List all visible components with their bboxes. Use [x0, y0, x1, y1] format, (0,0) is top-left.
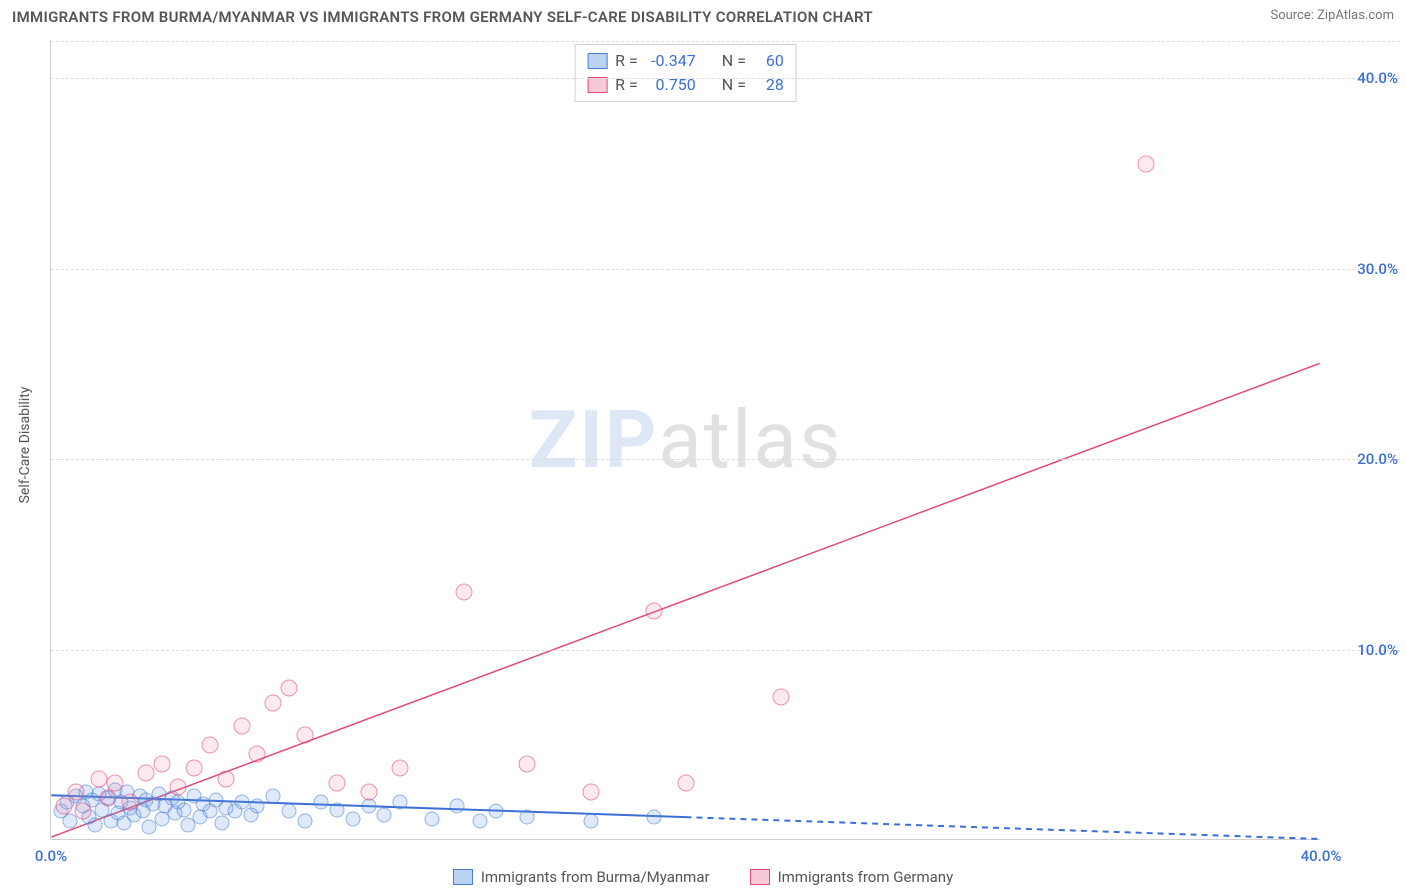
data-point — [265, 694, 282, 711]
data-point — [425, 812, 440, 827]
r-label: R = — [615, 49, 638, 73]
gridline — [51, 650, 1400, 651]
watermark-atlas: atlas — [658, 393, 842, 487]
data-point — [298, 813, 313, 828]
data-point — [392, 759, 409, 776]
data-point — [297, 727, 314, 744]
data-point — [646, 603, 663, 620]
data-point — [88, 817, 103, 832]
data-point — [68, 784, 85, 801]
n-label: N = — [722, 49, 746, 73]
data-point — [450, 798, 465, 813]
data-point — [455, 584, 472, 601]
data-point — [266, 789, 281, 804]
data-point — [138, 765, 155, 782]
data-point — [393, 794, 408, 809]
data-point — [313, 794, 328, 809]
data-point — [360, 784, 377, 801]
data-point — [154, 755, 171, 772]
plot-region: ZIPatlas R =-0.347N =60R =0.750N =28 10.… — [50, 40, 1320, 840]
data-point — [1138, 155, 1155, 172]
y-tick-label: 10.0% — [1328, 641, 1398, 659]
y-tick-label: 40.0% — [1328, 69, 1398, 87]
r-value: 0.750 — [646, 73, 696, 97]
chart-header: IMMIGRANTS FROM BURMA/MYANMAR VS IMMIGRA… — [0, 0, 1406, 40]
data-point — [328, 774, 345, 791]
data-point — [472, 813, 487, 828]
data-point — [217, 771, 234, 788]
data-point — [773, 689, 790, 706]
trend-line — [51, 363, 1319, 837]
legend-swatch — [587, 77, 607, 93]
data-point — [170, 778, 187, 795]
chart-source: Source: ZipAtlas.com — [1270, 8, 1394, 23]
data-point — [215, 815, 230, 830]
trend-line-dashed — [686, 817, 1320, 839]
chart-area: Self-Care Disability ZIPatlas R =-0.347N… — [40, 40, 1400, 850]
n-value: 28 — [754, 73, 784, 97]
n-value: 60 — [754, 49, 784, 73]
data-point — [233, 717, 250, 734]
data-point — [106, 774, 123, 791]
data-point — [345, 812, 360, 827]
legend-swatch — [750, 869, 770, 885]
gridline — [51, 459, 1400, 460]
watermark: ZIPatlas — [529, 393, 842, 487]
data-point — [583, 813, 598, 828]
data-point — [122, 793, 139, 810]
data-point — [488, 804, 503, 819]
data-point — [201, 736, 218, 753]
y-axis-label: Self-Care Disability — [17, 387, 33, 504]
data-point — [249, 746, 266, 763]
data-point — [678, 774, 695, 791]
series-legend: Immigrants from Burma/Myanmar Immigrants … — [0, 862, 1406, 892]
data-point — [100, 790, 117, 807]
data-point — [185, 759, 202, 776]
y-tick-label: 20.0% — [1328, 450, 1398, 468]
data-point — [582, 784, 599, 801]
stats-legend-row: R = -0.347 N = 60 — [587, 49, 784, 73]
data-point — [177, 802, 192, 817]
stats-legend: R = -0.347 N = 60 R = 0.750 N = 28 — [574, 44, 797, 102]
data-point — [250, 798, 265, 813]
data-point — [281, 679, 298, 696]
data-point — [329, 802, 344, 817]
gridline — [51, 269, 1400, 270]
y-tick-label: 30.0% — [1328, 260, 1398, 278]
legend-label: Immigrants from Germany — [778, 868, 954, 886]
legend-label: Immigrants from Burma/Myanmar — [481, 868, 710, 886]
legend-swatch — [587, 53, 607, 69]
legend-swatch — [453, 869, 473, 885]
data-point — [377, 808, 392, 823]
gridline — [51, 41, 1400, 42]
r-label: R = — [615, 73, 638, 97]
data-point — [519, 755, 536, 772]
gridline — [51, 78, 1400, 79]
watermark-zip: ZIP — [529, 393, 659, 487]
data-point — [55, 797, 72, 814]
data-point — [90, 771, 107, 788]
data-point — [234, 794, 249, 809]
data-point — [520, 810, 535, 825]
stats-legend-row: R = 0.750 N = 28 — [587, 73, 784, 97]
data-point — [74, 803, 91, 820]
data-point — [282, 804, 297, 819]
legend-item: Immigrants from Burma/Myanmar — [453, 868, 710, 886]
n-label: N = — [722, 73, 746, 97]
legend-item: Immigrants from Germany — [750, 868, 954, 886]
data-point — [647, 810, 662, 825]
chart-title: IMMIGRANTS FROM BURMA/MYANMAR VS IMMIGRA… — [12, 8, 873, 26]
r-value: -0.347 — [646, 49, 696, 73]
